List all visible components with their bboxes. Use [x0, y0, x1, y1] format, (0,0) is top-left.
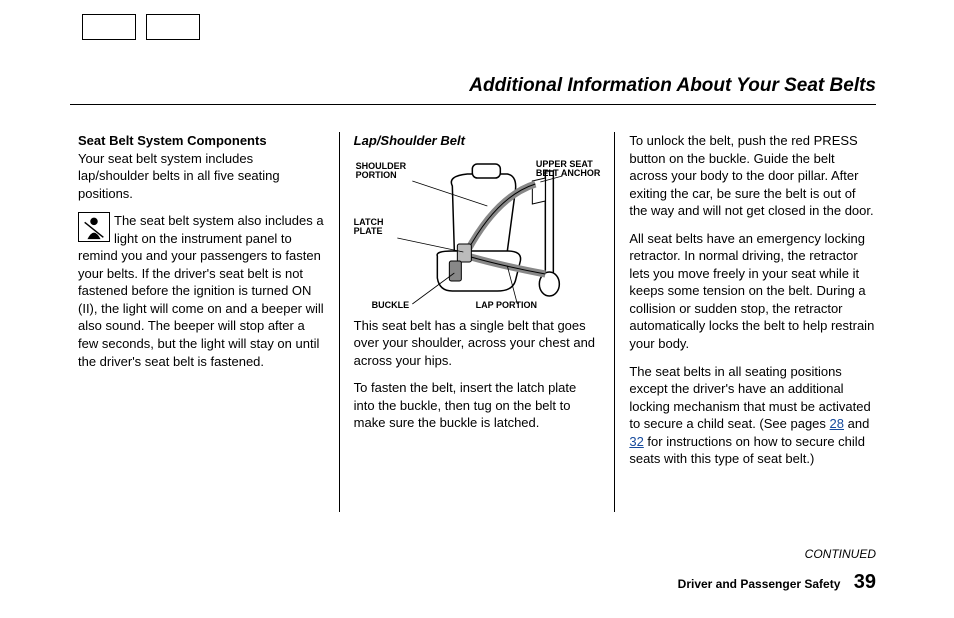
label-buckle: BUCKLE [372, 301, 410, 310]
top-nav-boxes [82, 14, 200, 40]
col1-para-2: The seat belt system also includes a lig… [78, 212, 325, 370]
col2-p1: This seat belt has a single belt that go… [354, 317, 601, 370]
column-1: Seat Belt System Components Your seat be… [78, 132, 339, 512]
col1-heading: Seat Belt System Components [78, 133, 267, 148]
seatbelt-warning-icon [78, 212, 110, 242]
col1-para-1: Seat Belt System Components Your seat be… [78, 132, 325, 202]
label-lap: LAP PORTION [476, 301, 537, 310]
col3-mid: and [844, 416, 869, 431]
column-2: Lap/Shoulder Belt [339, 132, 616, 512]
label-shoulder: SHOULDERPORTION [356, 162, 407, 181]
page-footer: Driver and Passenger Safety 39 [678, 569, 876, 596]
label-latch: LATCHPLATE [354, 218, 384, 237]
col3-p3b: for instructions on how to secure child … [629, 434, 865, 467]
seat-diagram: SHOULDERPORTION UPPER SEATBELT ANCHOR LA… [354, 156, 601, 311]
col1-p2-text: The seat belt system also includes a lig… [78, 213, 324, 368]
title-rule [70, 104, 876, 105]
nav-box-2[interactable] [146, 14, 200, 40]
col3-p3: The seat belts in all seating positions … [629, 363, 876, 468]
column-3: To unlock the belt, push the red PRESS b… [615, 132, 876, 512]
section-name: Driver and Passenger Safety [678, 577, 841, 591]
col2-subhead: Lap/Shoulder Belt [354, 132, 601, 150]
col2-p2: To fasten the belt, insert the latch pla… [354, 379, 601, 432]
col3-p1: To unlock the belt, push the red PRESS b… [629, 132, 876, 220]
page-number: 39 [854, 571, 876, 593]
col1-p1-text: Your seat belt system includes lap/shoul… [78, 151, 280, 201]
page-link-28[interactable]: 28 [830, 416, 844, 431]
continued-indicator: CONTINUED [805, 546, 876, 562]
nav-box-1[interactable] [82, 14, 136, 40]
label-upper-anchor: UPPER SEATBELT ANCHOR [536, 160, 601, 179]
page-link-32[interactable]: 32 [629, 434, 643, 449]
content-columns: Seat Belt System Components Your seat be… [78, 132, 876, 512]
col3-p2: All seat belts have an emergency locking… [629, 230, 876, 353]
page-title: Additional Information About Your Seat B… [469, 73, 876, 99]
